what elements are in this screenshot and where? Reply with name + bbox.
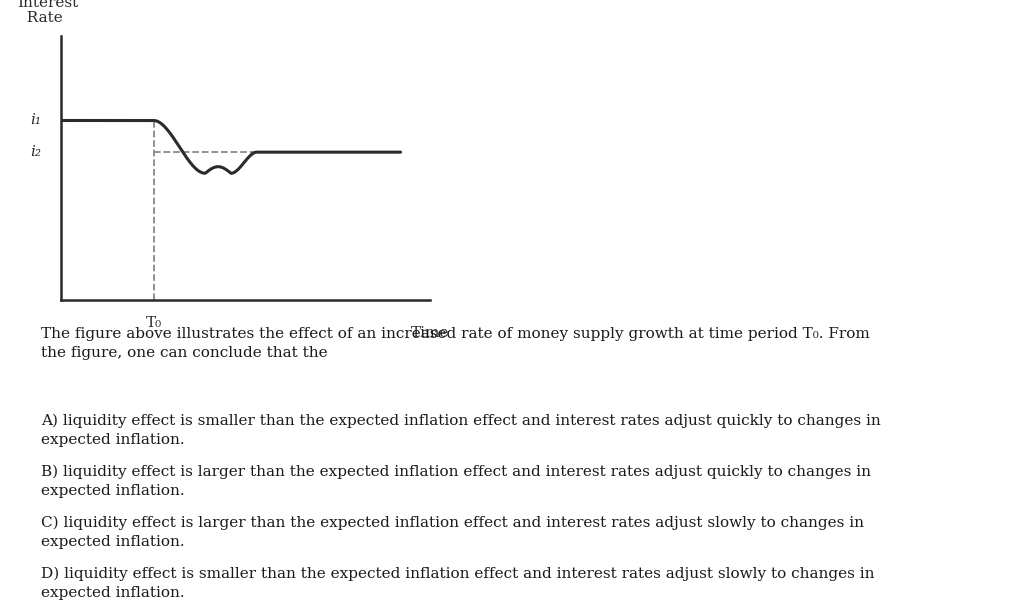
Text: The figure above illustrates the effect of an increased rate of money supply gro: The figure above illustrates the effect … <box>41 327 869 361</box>
Text: A) liquidity effect is smaller than the expected inflation effect and interest r: A) liquidity effect is smaller than the … <box>41 414 881 447</box>
Text: B) liquidity effect is larger than the expected inflation effect and interest ra: B) liquidity effect is larger than the e… <box>41 465 871 498</box>
Text: Interest
  Rate: Interest Rate <box>17 0 79 25</box>
Text: i₁: i₁ <box>30 113 41 127</box>
Text: D) liquidity effect is smaller than the expected inflation effect and interest r: D) liquidity effect is smaller than the … <box>41 567 874 600</box>
Text: C) liquidity effect is larger than the expected inflation effect and interest ra: C) liquidity effect is larger than the e… <box>41 516 864 549</box>
Text: T₀: T₀ <box>145 316 162 330</box>
Text: i₂: i₂ <box>30 145 41 159</box>
Text: Time: Time <box>411 326 450 340</box>
